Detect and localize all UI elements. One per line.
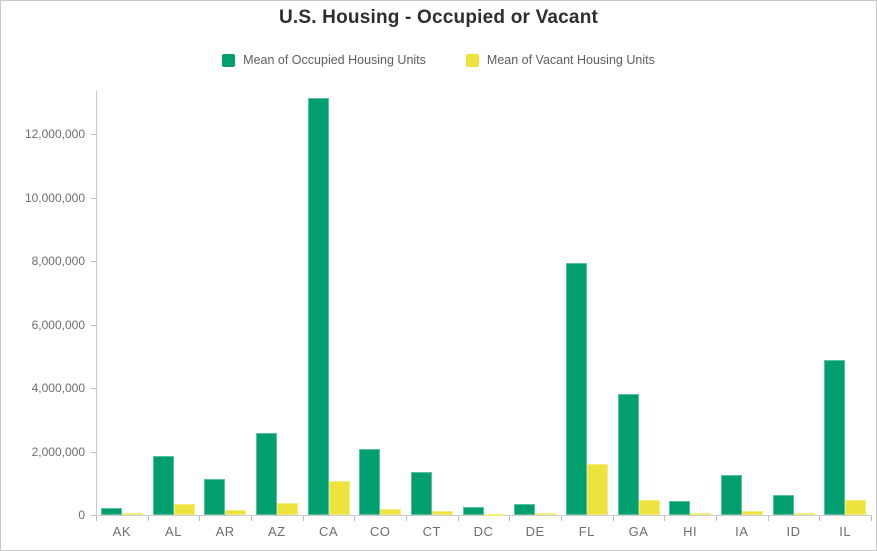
bar-occupied-ID[interactable] [772, 495, 794, 515]
x-axis-tick [251, 516, 252, 521]
bar-vacant-AL[interactable] [173, 503, 195, 515]
bar-occupied-AL[interactable] [152, 455, 174, 515]
bar-occupied-GA[interactable] [617, 393, 639, 515]
x-axis-tick [406, 516, 407, 521]
x-axis-label-AR: AR [215, 524, 235, 539]
y-axis-tick [91, 134, 96, 135]
legend-item-label: Mean of Occupied Housing Units [243, 53, 426, 67]
bar-vacant-IA[interactable] [742, 510, 763, 515]
x-axis-tick [767, 516, 769, 521]
bar-occupied-FL[interactable] [566, 262, 587, 515]
y-axis-label: 2,000,000 [31, 444, 85, 459]
x-axis-tick [199, 516, 201, 521]
y-axis-tick [91, 261, 96, 262]
bar-vacant-DE[interactable] [535, 513, 557, 516]
x-axis-tick [302, 516, 304, 521]
y-axis-tick [91, 197, 96, 199]
bar-vacant-IL[interactable] [845, 500, 867, 515]
x-axis-tick [457, 516, 459, 521]
x-axis-label-HI: HI [683, 524, 698, 539]
x-axis-label-CO: CO [369, 524, 391, 539]
bar-vacant-FL[interactable] [587, 464, 608, 515]
x-axis-label-AZ: AZ [268, 524, 286, 539]
bar-vacant-CT[interactable] [432, 510, 453, 515]
x-axis-label-GA: GA [628, 524, 649, 539]
y-axis-label: 8,000,000 [31, 254, 85, 268]
occupied-series-swatch-icon [222, 53, 236, 67]
legend-item-occupied[interactable]: Mean of Occupied Housing Units [222, 53, 426, 67]
bar-occupied-CO[interactable] [359, 448, 381, 515]
bar-vacant-HI[interactable] [690, 513, 712, 516]
legend-item-label: Mean of Vacant Housing Units [486, 53, 655, 67]
x-axis-label-CT: CT [422, 524, 441, 539]
bar-occupied-IA[interactable] [721, 475, 742, 515]
x-axis-label-AL: AL [165, 524, 182, 539]
x-axis-tick [819, 516, 821, 521]
x-axis-tick [871, 516, 872, 521]
x-axis-label-ID: ID [786, 524, 801, 539]
y-axis-label: 4,000,000 [31, 381, 85, 395]
x-axis-tick [612, 516, 614, 521]
bar-occupied-AZ[interactable] [256, 432, 277, 515]
y-axis-tick [91, 324, 96, 326]
bar-occupied-HI[interactable] [669, 501, 691, 515]
bar-vacant-GA[interactable] [638, 500, 660, 515]
x-axis-label-IL: IL [839, 524, 852, 539]
x-axis-tick [664, 516, 666, 521]
bar-vacant-DC[interactable] [483, 514, 505, 516]
bar-occupied-IL[interactable] [824, 360, 846, 515]
chart-legend: Mean of Occupied Housing Units Mean of V… [1, 53, 876, 67]
bar-vacant-AR[interactable] [225, 509, 247, 515]
bar-occupied-DC[interactable] [462, 507, 484, 515]
bar-occupied-DE[interactable] [514, 504, 536, 515]
legend-item-vacant[interactable]: Mean of Vacant Housing Units [465, 53, 655, 67]
x-axis-tick [716, 516, 717, 521]
y-axis-label: 10,000,000 [24, 190, 85, 205]
x-axis-tick [147, 516, 149, 521]
y-axis-label: 6,000,000 [31, 317, 85, 332]
x-axis-tick [509, 516, 511, 521]
y-axis-label: 12,000,000 [24, 127, 85, 141]
x-axis-label-DC: DC [473, 524, 494, 539]
vacant-series-swatch-icon [465, 53, 479, 67]
x-axis-tick [561, 516, 562, 521]
bar-vacant-AZ[interactable] [277, 503, 298, 515]
bar-occupied-AK[interactable] [101, 507, 122, 515]
x-axis-tick [354, 516, 356, 521]
bar-vacant-AK[interactable] [122, 513, 143, 516]
bar-vacant-CO[interactable] [380, 509, 402, 515]
x-axis-label-CA: CA [318, 524, 339, 539]
y-axis-tick [91, 515, 96, 516]
x-axis-label-FL: FL [578, 524, 595, 539]
bar-vacant-CA[interactable] [328, 481, 350, 515]
x-axis-label-IA: IA [735, 524, 749, 539]
y-axis-line [96, 91, 97, 516]
x-axis-tick [96, 516, 97, 521]
bar-occupied-CT[interactable] [411, 472, 432, 515]
bar-vacant-ID[interactable] [793, 513, 815, 516]
y-axis-tick [91, 451, 96, 453]
y-axis-label: 0 [78, 508, 85, 522]
bar-occupied-CA[interactable] [307, 98, 329, 515]
x-axis-label-DE: DE [525, 524, 545, 539]
bar-occupied-AR[interactable] [204, 479, 226, 515]
y-axis-tick [91, 388, 96, 389]
chart-title: U.S. Housing - Occupied or Vacant [278, 7, 599, 28]
x-axis-label-AK: AK [112, 524, 131, 539]
